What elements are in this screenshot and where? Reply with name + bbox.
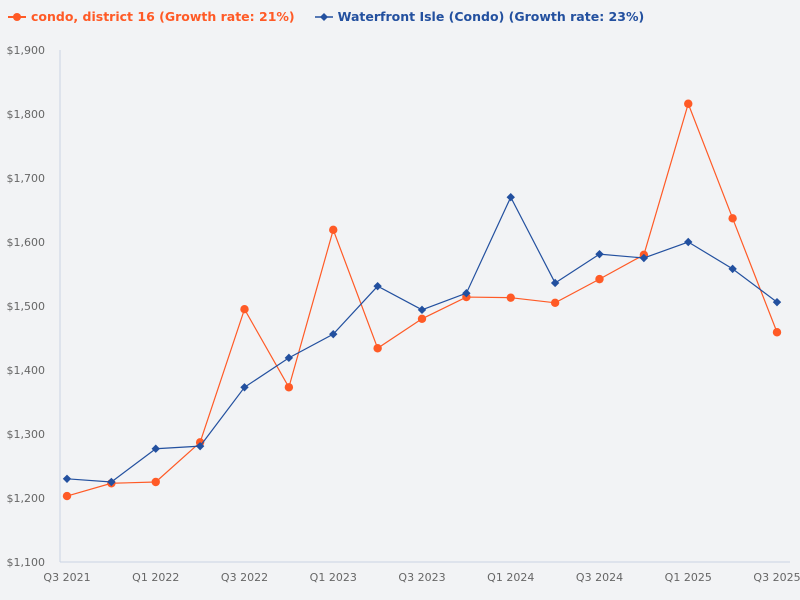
y-tick-label: $1,100 (7, 556, 46, 569)
data-point (728, 214, 737, 223)
y-tick-label: $1,400 (7, 364, 46, 377)
data-point (284, 353, 294, 363)
data-point (151, 444, 160, 453)
data-point (639, 253, 649, 263)
y-tick-label: $1,300 (7, 428, 46, 441)
data-point (284, 383, 294, 392)
legend-item-waterfront-isle[interactable]: Waterfront Isle (Condo) (Growth rate: 23… (314, 9, 645, 24)
series-line-0 (66, 101, 778, 497)
data-point (728, 264, 737, 274)
x-tick-label: Q3 2022 (221, 571, 268, 584)
data-point (684, 99, 693, 108)
data-point (329, 329, 338, 339)
x-tick-label: Q1 2024 (487, 571, 534, 584)
legend-label: condo, district 16 (Growth rate: 21%) (31, 9, 295, 24)
x-tick-label: Q3 2023 (398, 571, 445, 584)
data-point (550, 298, 560, 307)
data-point (417, 305, 427, 315)
data-point (107, 477, 116, 487)
data-point (240, 305, 249, 314)
data-point (462, 289, 471, 298)
data-point (595, 274, 604, 284)
data-point (417, 314, 427, 323)
data-point (329, 225, 338, 235)
data-point (62, 491, 72, 501)
y-tick-label: $1,700 (7, 172, 46, 185)
y-tick-label: $1,600 (7, 236, 46, 249)
x-tick-label: Q1 2022 (132, 571, 179, 584)
legend-item-condo-district-16[interactable]: condo, district 16 (Growth rate: 21%) (8, 9, 295, 24)
legend-label: Waterfront Isle (Condo) (Growth rate: 23… (337, 9, 645, 24)
data-point (684, 237, 693, 247)
y-tick-label: $1,900 (7, 44, 46, 57)
legend: condo, district 16 (Growth rate: 21%) Wa… (8, 9, 644, 24)
data-point (373, 281, 382, 291)
y-tick-label: $1,800 (7, 108, 46, 121)
y-tick-label: $1,200 (7, 492, 46, 505)
series-line-1 (66, 195, 778, 483)
diamond-marker-icon (314, 12, 333, 21)
circle-marker-icon (8, 12, 26, 21)
x-tick-label: Q1 2025 (665, 571, 712, 584)
x-tick-label: Q3 2021 (43, 571, 90, 584)
data-point (151, 477, 160, 487)
data-point (506, 293, 515, 302)
data-point (772, 328, 782, 337)
data-point (373, 344, 382, 353)
data-point (195, 441, 205, 451)
data-point (506, 193, 515, 202)
data-point (772, 297, 782, 307)
data-point (595, 249, 604, 259)
data-point (62, 474, 72, 483)
y-tick-label: $1,500 (7, 300, 46, 313)
x-tick-label: Q3 2025 (753, 571, 800, 584)
x-tick-label: Q1 2023 (310, 571, 357, 584)
x-tick-label: Q3 2024 (576, 571, 623, 584)
data-point (240, 383, 249, 392)
data-point (550, 278, 560, 288)
